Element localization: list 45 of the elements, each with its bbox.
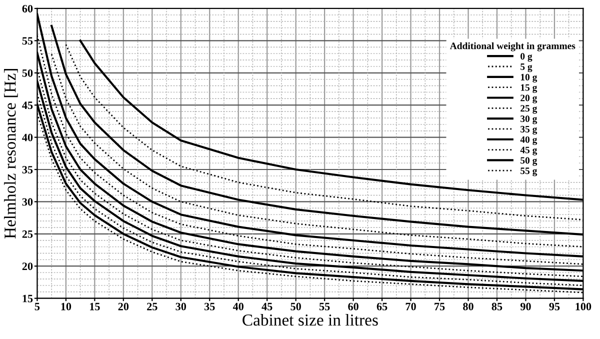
legend-label: 50 g bbox=[520, 157, 538, 166]
y-tick-label: 40 bbox=[22, 134, 33, 142]
x-tick-label: 50 bbox=[290, 302, 301, 310]
y-tick-label: 50 bbox=[22, 69, 33, 77]
y-tick-label: 55 bbox=[22, 37, 33, 45]
x-tick-label: 45 bbox=[262, 302, 272, 310]
legend-label: 55 g bbox=[520, 168, 538, 176]
legend-label: 5 g bbox=[520, 64, 532, 72]
x-axis-title: Cabinet size in litres bbox=[242, 314, 378, 326]
x-tick-label: 65 bbox=[376, 302, 388, 310]
legend-label: 10 g bbox=[520, 74, 538, 82]
x-tick-label: 75 bbox=[434, 302, 445, 310]
y-tick-label: 25 bbox=[22, 230, 33, 238]
legend-label: 25 g bbox=[520, 105, 538, 114]
x-tick-label: 30 bbox=[176, 302, 186, 310]
legend-label: 35 g bbox=[520, 126, 538, 135]
x-tick-label: 80 bbox=[463, 302, 474, 310]
y-tick-label: 45 bbox=[22, 102, 33, 110]
y-tick-label: 15 bbox=[22, 294, 33, 302]
legend-label: 0 g bbox=[520, 53, 532, 62]
y-tick-label: 20 bbox=[22, 262, 33, 270]
y-tick-label: 35 bbox=[22, 166, 33, 174]
y-axis-title: Helmholz resonance [Hz] bbox=[4, 69, 18, 239]
x-tick-label: 70 bbox=[406, 302, 416, 310]
legend-label: 20 g bbox=[520, 94, 538, 104]
x-tick-label: 5 bbox=[34, 302, 40, 310]
x-tick-label: 55 bbox=[319, 302, 330, 310]
x-tick-label: 10 bbox=[61, 302, 72, 310]
legend-label: 15 g bbox=[520, 84, 538, 93]
x-tick-label: 85 bbox=[492, 302, 502, 310]
y-tick-label: 60 bbox=[22, 4, 33, 12]
x-tick-label: 95 bbox=[549, 302, 560, 310]
x-tick-label: 20 bbox=[118, 302, 129, 310]
x-tick-label: 60 bbox=[348, 302, 358, 310]
x-tick-label: 100 bbox=[576, 302, 592, 310]
x-tick-label: 35 bbox=[204, 302, 215, 310]
legend-label: 30 g bbox=[520, 115, 538, 124]
legend-label: 45 g bbox=[520, 146, 538, 156]
y-tick-label: 30 bbox=[22, 198, 33, 206]
x-tick-label: 40 bbox=[232, 302, 244, 310]
legend-title: Additional weight in grammes bbox=[450, 42, 576, 52]
x-tick-label: 90 bbox=[520, 302, 531, 310]
x-tick-label: 15 bbox=[90, 302, 100, 310]
legend-label: 40 g bbox=[520, 136, 538, 145]
x-tick-label: 25 bbox=[147, 302, 158, 310]
